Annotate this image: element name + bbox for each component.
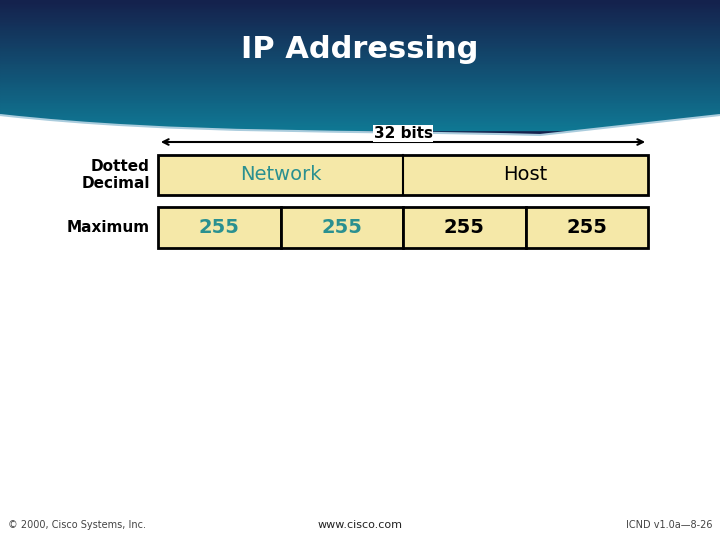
Bar: [0, 45, 720, 47]
Bar: [0, 21, 720, 23]
Bar: [0, 19, 720, 21]
Bar: [0, 117, 720, 119]
Bar: [0, 112, 720, 114]
Text: Network: Network: [240, 165, 321, 185]
Bar: [0, 76, 720, 78]
Bar: [0, 24, 720, 26]
Text: 255: 255: [567, 218, 607, 237]
Text: 255: 255: [199, 218, 240, 237]
Bar: [0, 94, 720, 96]
Bar: [0, 93, 720, 94]
Bar: [0, 39, 720, 40]
Bar: [0, 86, 720, 87]
Bar: [0, 63, 720, 65]
Bar: [0, 23, 720, 24]
Bar: [0, 99, 720, 101]
Bar: [0, 68, 720, 70]
Text: Maximum: Maximum: [67, 220, 150, 235]
Bar: [0, 125, 720, 127]
Bar: [0, 90, 720, 91]
Bar: [0, 101, 720, 103]
Text: 255: 255: [321, 218, 362, 237]
Bar: [0, 65, 720, 66]
Bar: [0, 52, 720, 53]
Bar: [0, 34, 720, 36]
PathPatch shape: [0, 0, 720, 135]
Bar: [0, 13, 720, 15]
Bar: [0, 37, 720, 39]
Bar: [0, 81, 720, 83]
Bar: [0, 91, 720, 93]
Text: www.cisco.com: www.cisco.com: [318, 520, 402, 530]
Bar: [0, 119, 720, 120]
Bar: [0, 66, 720, 68]
Bar: [0, 124, 720, 125]
Bar: [281, 207, 403, 248]
Bar: [0, 49, 720, 50]
Bar: [0, 40, 720, 42]
Bar: [0, 114, 720, 116]
Bar: [0, 28, 720, 29]
Bar: [0, 111, 720, 112]
Bar: [0, 78, 720, 79]
Bar: [0, 106, 720, 107]
Bar: [0, 58, 720, 60]
Bar: [0, 42, 720, 44]
Bar: [0, 26, 720, 28]
Bar: [0, 32, 720, 34]
Bar: [0, 84, 720, 86]
Text: 255: 255: [444, 218, 485, 237]
Bar: [0, 60, 720, 62]
Bar: [0, 104, 720, 106]
Bar: [0, 120, 720, 122]
Bar: [0, 31, 720, 32]
Bar: [0, 83, 720, 84]
Bar: [0, 18, 720, 19]
Bar: [0, 122, 720, 124]
Bar: [158, 207, 281, 248]
Bar: [0, 70, 720, 71]
Bar: [0, 79, 720, 81]
Text: ICND v1.0a—8-26: ICND v1.0a—8-26: [626, 520, 712, 530]
Text: © 2000, Cisco Systems, Inc.: © 2000, Cisco Systems, Inc.: [8, 520, 146, 530]
Bar: [0, 6, 720, 8]
Bar: [0, 109, 720, 111]
Text: IP Addressing: IP Addressing: [241, 36, 479, 64]
Bar: [0, 0, 720, 2]
Bar: [0, 16, 720, 18]
Text: 32 bits: 32 bits: [374, 126, 433, 141]
Bar: [0, 50, 720, 52]
Bar: [0, 11, 720, 13]
Bar: [0, 87, 720, 90]
Bar: [0, 3, 720, 5]
Bar: [403, 207, 526, 248]
Bar: [0, 8, 720, 10]
Bar: [0, 96, 720, 98]
Bar: [158, 155, 648, 195]
Bar: [0, 2, 720, 3]
Bar: [0, 127, 720, 129]
Bar: [0, 75, 720, 76]
Bar: [0, 29, 720, 31]
Bar: [0, 71, 720, 73]
Bar: [0, 55, 720, 57]
Bar: [0, 44, 720, 45]
Bar: [0, 53, 720, 55]
Bar: [0, 103, 720, 104]
Bar: [0, 15, 720, 16]
Bar: [0, 5, 720, 6]
Text: Host: Host: [503, 165, 548, 185]
Bar: [0, 57, 720, 58]
Bar: [0, 47, 720, 49]
Bar: [0, 62, 720, 63]
Bar: [0, 73, 720, 75]
Bar: [526, 207, 648, 248]
Bar: [0, 129, 720, 130]
Bar: [0, 10, 720, 11]
Bar: [0, 98, 720, 99]
Bar: [0, 116, 720, 117]
Bar: [0, 107, 720, 109]
Text: Dotted
Decimal: Dotted Decimal: [81, 159, 150, 191]
Bar: [0, 36, 720, 37]
